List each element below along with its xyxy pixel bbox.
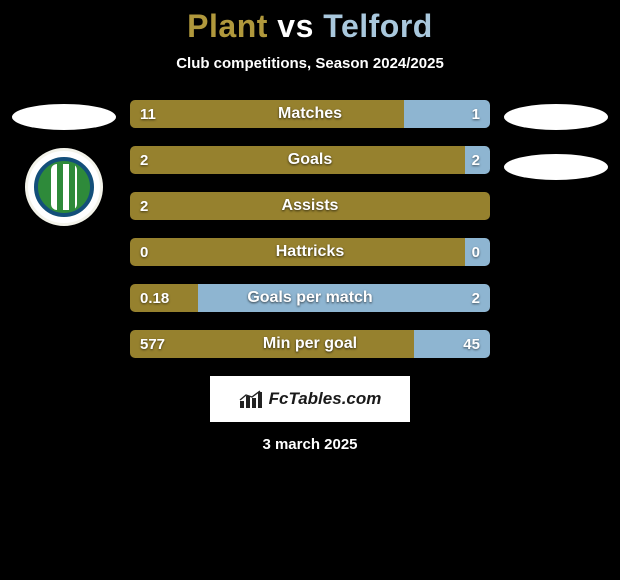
stat-right-segment: 1 [404,100,490,128]
date-label: 3 march 2025 [262,436,357,453]
title-player1: Plant [187,8,268,44]
stat-bar: 57745Min per goal [130,330,490,358]
team-logo-placeholder [504,154,608,180]
stat-bars: 111Matches 22Goals 2Assists 00Hattricks 0.18… [130,100,490,358]
footer: FcTables.com 3 march 2025 [210,376,410,453]
team-logo-placeholder [12,104,116,130]
team-logo-placeholder [504,104,608,130]
stat-bar: 22Goals [130,146,490,174]
stats-layout: 111Matches 22Goals 2Assists 00Hattricks 0.18… [0,100,620,358]
left-side-column [8,100,120,358]
stat-right-segment: 0 [465,238,490,266]
right-side-column [500,100,612,358]
stat-right-segment: 2 [465,146,490,174]
stat-right-segment: 2 [198,284,490,312]
stat-bar: 00Hattricks [130,238,490,266]
stat-bar: 111Matches [130,100,490,128]
stat-left-segment: 0 [130,238,465,266]
page-title: Plant vs Telford [187,8,433,45]
title-vs: vs [277,8,314,44]
stat-bar: 2Assists [130,192,490,220]
stat-left-segment: 2 [130,146,465,174]
club-crest [25,148,103,226]
subtitle: Club competitions, Season 2024/2025 [176,55,444,72]
stat-right-segment: 45 [414,330,490,358]
stat-bar: 0.182Goals per match [130,284,490,312]
title-player2: Telford [323,8,433,44]
stat-left-segment: 2 [130,192,490,220]
stat-left-segment: 0.18 [130,284,198,312]
brand-link[interactable]: FcTables.com [210,376,410,422]
stat-left-segment: 577 [130,330,414,358]
comparison-card: Plant vs Telford Club competitions, Seas… [0,0,620,453]
brand-bars-icon [239,389,263,409]
brand-text: FcTables.com [269,389,382,409]
stat-left-segment: 11 [130,100,404,128]
